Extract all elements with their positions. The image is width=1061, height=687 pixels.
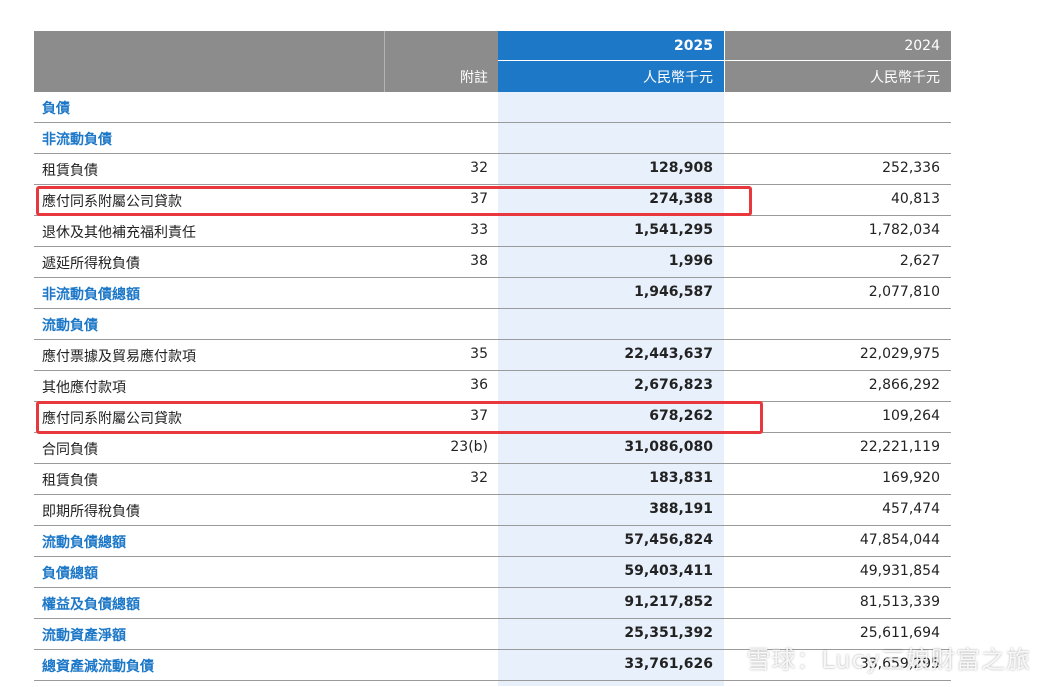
row-value-2025: 59,403,411 <box>624 563 713 579</box>
row-label: 退休及其他補充福利責任 <box>42 225 196 241</box>
row-note: 32 <box>470 160 488 176</box>
row-label: 非流動負債總額 <box>42 287 140 303</box>
row-value-2025: 91,217,852 <box>624 594 713 610</box>
header-year-2025: 2025 <box>498 31 724 60</box>
row-value-2025: 128,908 <box>649 160 713 176</box>
row-value-2024: 47,854,044 <box>859 532 940 548</box>
year-2025-label: 2025 <box>674 38 713 54</box>
row-value-2024: 2,077,810 <box>868 284 940 300</box>
row-note: 37 <box>470 191 488 207</box>
year-2024-label: 2024 <box>904 38 940 54</box>
row-label: 應付同系附屬公司貸款 <box>42 411 182 427</box>
row-note: 38 <box>470 253 488 269</box>
header-note-label: 附註 <box>460 70 488 86</box>
row-value-2025: 25,351,392 <box>624 625 713 641</box>
table-row: 流動資產淨額 25,351,392 25,611,694 <box>34 619 951 650</box>
row-value-2024: 22,221,119 <box>859 439 940 455</box>
row-label: 負債總額 <box>42 566 98 582</box>
table-row: 總資產減流動負債 33,761,626 33,659,295 <box>34 650 951 681</box>
unit-2024-label: 人民幣千元 <box>870 70 940 86</box>
row-note: 35 <box>470 346 488 362</box>
row-value-2025: 31,086,080 <box>624 439 713 455</box>
table-row: 權益及負債總額 91,217,852 81,513,339 <box>34 588 951 619</box>
row-value-2025: 678,262 <box>649 408 713 424</box>
row-value-2024: 25,611,694 <box>859 625 940 641</box>
row-label: 負債 <box>42 101 70 117</box>
header-label-area <box>34 31 498 92</box>
row-note: 32 <box>470 470 488 486</box>
row-value-2024: 40,813 <box>891 191 940 207</box>
row-label: 流動資產淨額 <box>42 628 126 644</box>
row-value-2024: 457,474 <box>882 501 940 517</box>
header-year-2024: 2024 <box>725 31 951 60</box>
unit-2025-label: 人民幣千元 <box>643 70 713 86</box>
row-value-2025: 1,946,587 <box>634 284 713 300</box>
table-row: 租賃負債 32 128,908 252,336 <box>34 154 951 185</box>
row-value-2024: 109,264 <box>882 408 940 424</box>
row-label: 權益及負債總額 <box>42 597 140 613</box>
row-label: 即期所得稅負債 <box>42 504 140 520</box>
table-row: 流動負債總額 57,456,824 47,854,044 <box>34 526 951 557</box>
table-row: 租賃負債 32 183,831 169,920 <box>34 464 951 495</box>
row-label: 應付票據及貿易應付款項 <box>42 349 196 365</box>
row-value-2024: 33,659,295 <box>859 656 940 672</box>
table-row: 即期所得稅負債 388,191 457,474 <box>34 495 951 526</box>
watermark: 雪球：Lucy三娘财富之旅 <box>746 646 1031 674</box>
row-value-2025: 274,388 <box>649 191 713 207</box>
row-value-2024: 22,029,975 <box>859 346 940 362</box>
row-label: 租賃負債 <box>42 473 98 489</box>
row-value-2024: 2,627 <box>899 253 940 269</box>
table-row: 退休及其他補充福利責任 33 1,541,295 1,782,034 <box>34 216 951 247</box>
row-value-2025: 33,761,626 <box>624 656 713 672</box>
row-label: 非流動負債 <box>42 132 112 148</box>
table-row: 負債 <box>34 92 951 123</box>
table-row: 其他應付款項 36 2,676,823 2,866,292 <box>34 371 951 402</box>
header-unit-2024: 人民幣千元 <box>725 61 951 92</box>
row-label: 應付同系附屬公司貸款 <box>42 194 182 210</box>
row-value-2024: 252,336 <box>882 160 940 176</box>
row-label: 租賃負債 <box>42 163 98 179</box>
highlight-box-noncurrent-loan <box>36 186 752 216</box>
row-value-2025: 183,831 <box>649 470 713 486</box>
row-value-2025: 388,191 <box>649 501 713 517</box>
row-label: 其他應付款項 <box>42 380 126 396</box>
table-body: 負債非流動負債租賃負債 32 128,908 252,336 應付同系附屬公司貸款 37 2… <box>34 92 951 681</box>
row-value-2025: 1,541,295 <box>634 222 713 238</box>
row-value-2025: 57,456,824 <box>624 532 713 548</box>
row-value-2024: 81,513,339 <box>859 594 940 610</box>
row-label: 總資產減流動負債 <box>42 659 154 675</box>
header-unit-2025: 人民幣千元 <box>498 61 724 92</box>
row-value-2024: 169,920 <box>882 470 940 486</box>
table-row: 合同負債 23(b) 31,086,080 22,221,119 <box>34 433 951 464</box>
row-label: 流動負債 <box>42 318 98 334</box>
header-divider <box>384 31 385 92</box>
row-label: 遞延所得稅負債 <box>42 256 140 272</box>
row-note: 23(b) <box>450 439 488 455</box>
row-label: 合同負債 <box>42 442 98 458</box>
row-note: 33 <box>470 222 488 238</box>
row-value-2024: 49,931,854 <box>859 563 940 579</box>
table-row: 應付票據及貿易應付款項 35 22,443,637 22,029,975 <box>34 340 951 371</box>
row-value-2024: 1,782,034 <box>868 222 940 238</box>
table-row: 遞延所得稅負債 38 1,996 2,627 <box>34 247 951 278</box>
row-value-2025: 1,996 <box>668 253 713 269</box>
row-note: 37 <box>470 408 488 424</box>
row-value-2024: 2,866,292 <box>868 377 940 393</box>
table-row: 流動負債 <box>34 309 951 340</box>
table-row: 負債總額 59,403,411 49,931,854 <box>34 557 951 588</box>
row-value-2025: 22,443,637 <box>624 346 713 362</box>
row-label: 流動負債總額 <box>42 535 126 551</box>
highlight-box-current-loan <box>36 401 763 434</box>
table-row: 非流動負債 <box>34 123 951 154</box>
row-value-2025: 2,676,823 <box>634 377 713 393</box>
table-row: 非流動負債總額 1,946,587 2,077,810 <box>34 278 951 309</box>
row-note: 36 <box>470 377 488 393</box>
